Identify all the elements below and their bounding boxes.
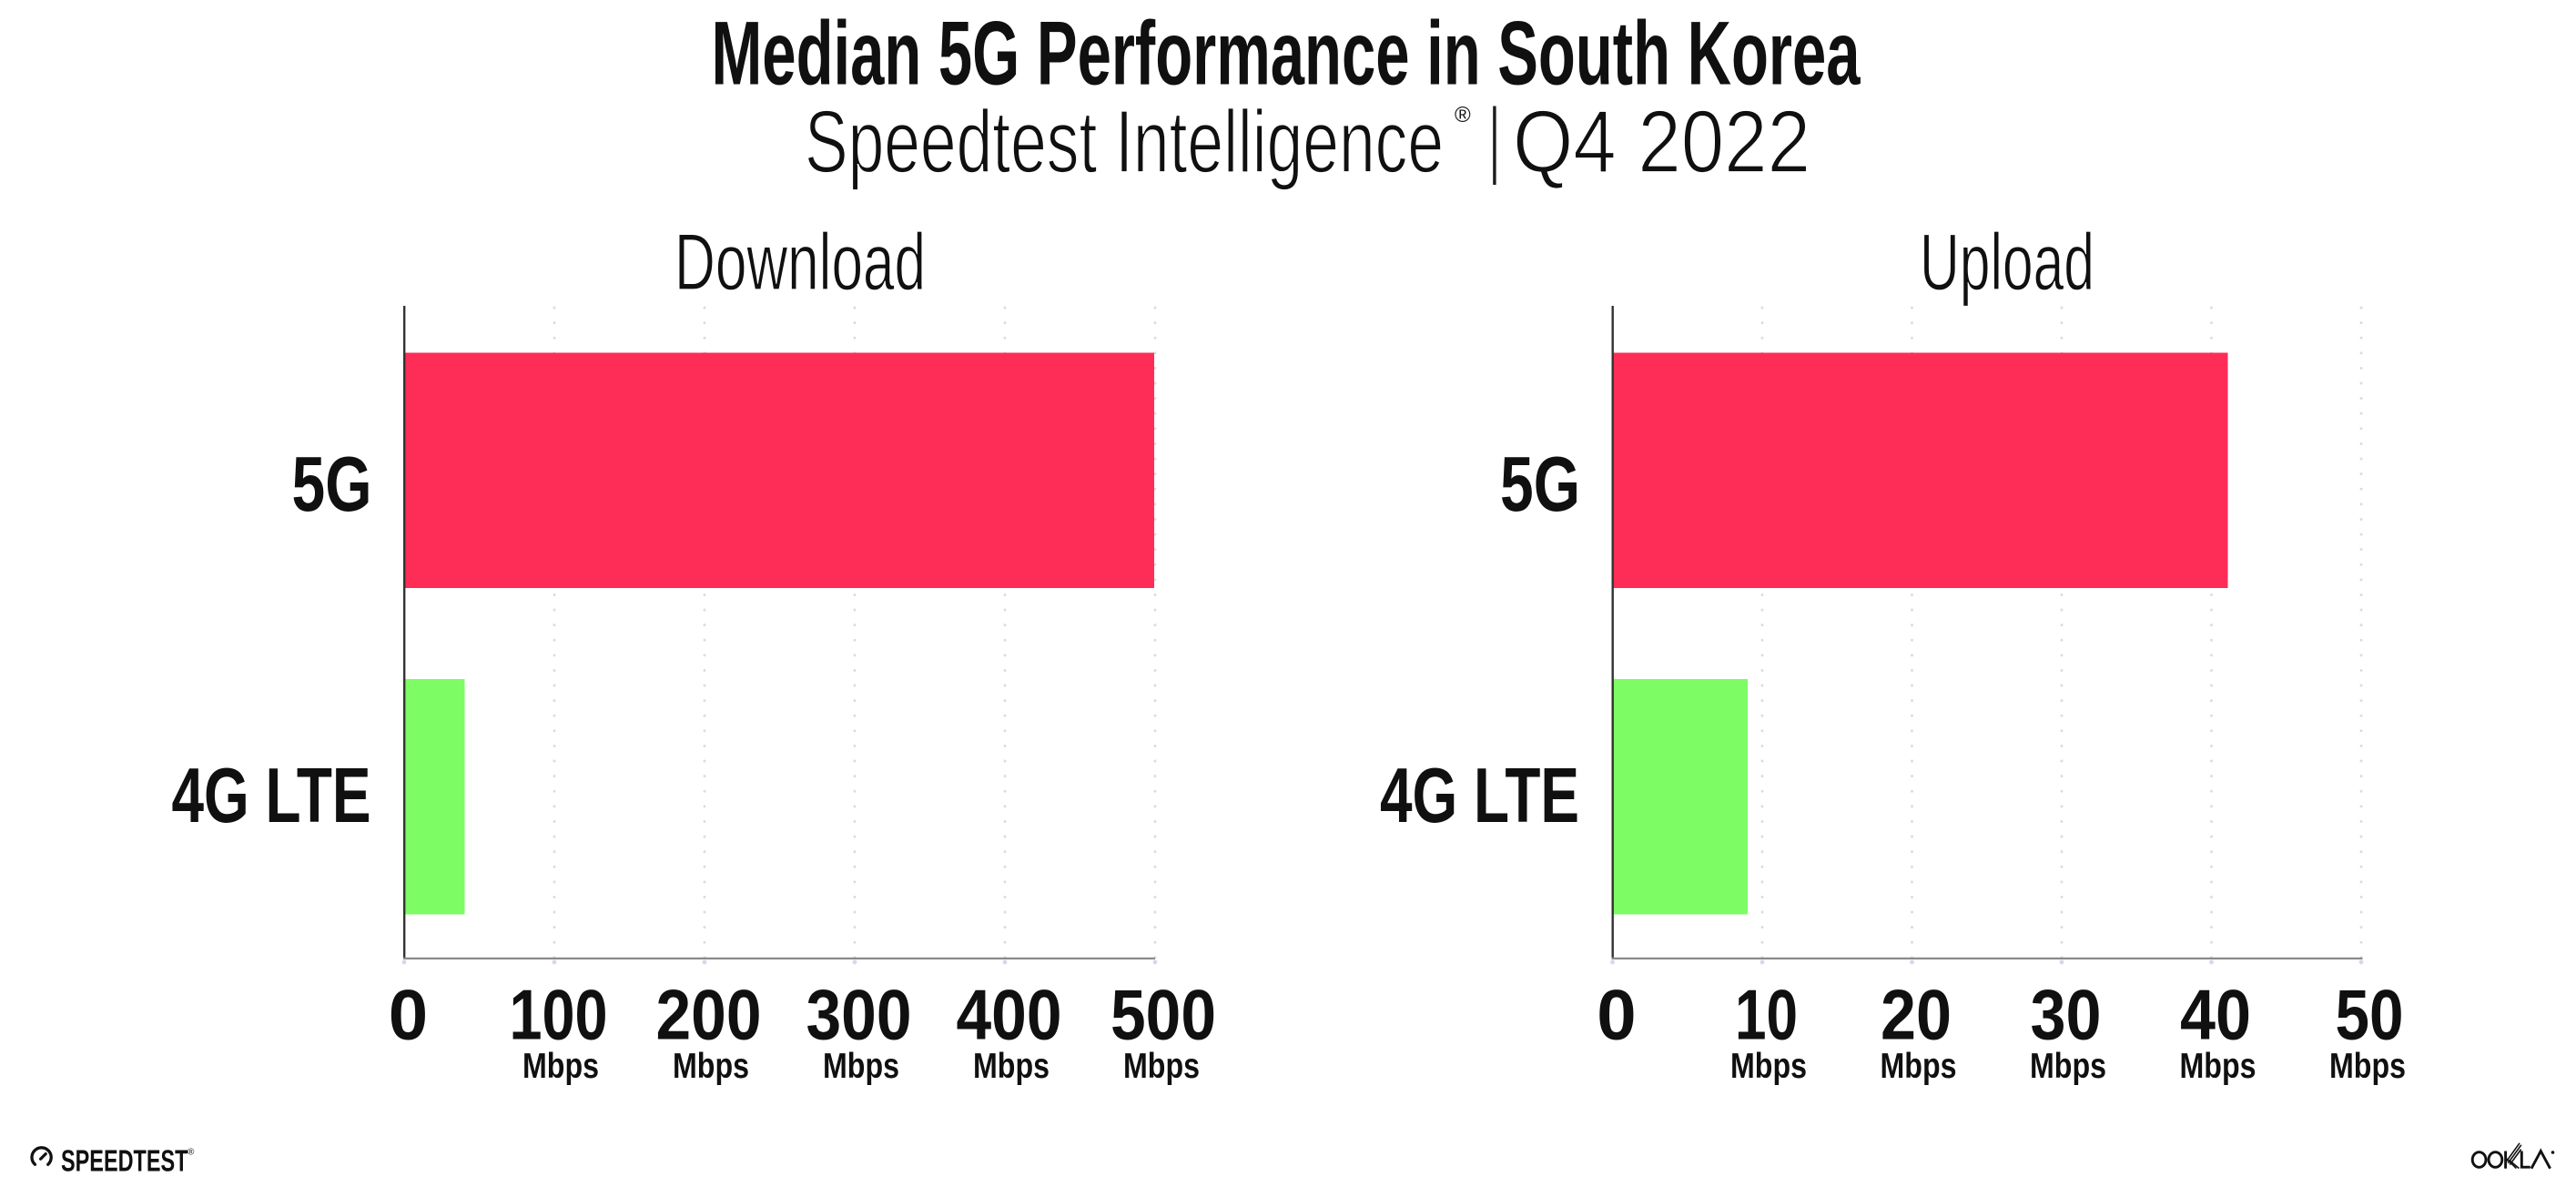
svg-text:5G: 5G bbox=[292, 441, 372, 528]
svg-text:SPEEDTEST: SPEEDTEST bbox=[61, 1144, 188, 1178]
svg-text:0: 0 bbox=[389, 975, 428, 1055]
svg-text:50: 50 bbox=[2336, 975, 2404, 1055]
svg-text:500: 500 bbox=[1111, 975, 1216, 1055]
svg-text:Mbps: Mbps bbox=[2030, 1047, 2106, 1086]
svg-text:4G LTE: 4G LTE bbox=[172, 753, 371, 839]
svg-text:Mbps: Mbps bbox=[1123, 1047, 1200, 1086]
svg-text:Mbps: Mbps bbox=[673, 1047, 749, 1086]
svg-text:200: 200 bbox=[656, 975, 762, 1055]
svg-text:4G LTE: 4G LTE bbox=[1380, 753, 1579, 839]
svg-text:10: 10 bbox=[1735, 975, 1798, 1055]
svg-text:0: 0 bbox=[1597, 975, 1636, 1055]
svg-text:®: ® bbox=[1455, 103, 1471, 127]
svg-text:Mbps: Mbps bbox=[2180, 1047, 2257, 1086]
svg-text:5G: 5G bbox=[1500, 441, 1580, 528]
svg-text:Mbps: Mbps bbox=[2329, 1047, 2406, 1086]
svg-text:40: 40 bbox=[2180, 975, 2251, 1055]
svg-text:Speedtest Intelligence: Speedtest Intelligence bbox=[805, 92, 1444, 191]
svg-text:20: 20 bbox=[1881, 975, 1952, 1055]
svg-text:Mbps: Mbps bbox=[1730, 1047, 1807, 1086]
svg-text:Mbps: Mbps bbox=[1881, 1047, 1957, 1086]
svg-text:300: 300 bbox=[806, 975, 912, 1055]
svg-text:®: ® bbox=[188, 1148, 195, 1158]
svg-text:Upload: Upload bbox=[1920, 217, 2094, 307]
svg-text:Download: Download bbox=[674, 217, 926, 307]
svg-text:30: 30 bbox=[2031, 975, 2102, 1055]
svg-text:Mbps: Mbps bbox=[823, 1047, 899, 1086]
svg-text:Median 5G Performance in South: Median 5G Performance in South Korea bbox=[712, 3, 1861, 104]
svg-text:400: 400 bbox=[957, 975, 1062, 1055]
svg-text:Mbps: Mbps bbox=[973, 1047, 1050, 1086]
svg-text:Mbps: Mbps bbox=[522, 1047, 599, 1086]
svg-text:100: 100 bbox=[510, 975, 608, 1055]
svg-text:Q4 2022: Q4 2022 bbox=[1513, 92, 1810, 191]
